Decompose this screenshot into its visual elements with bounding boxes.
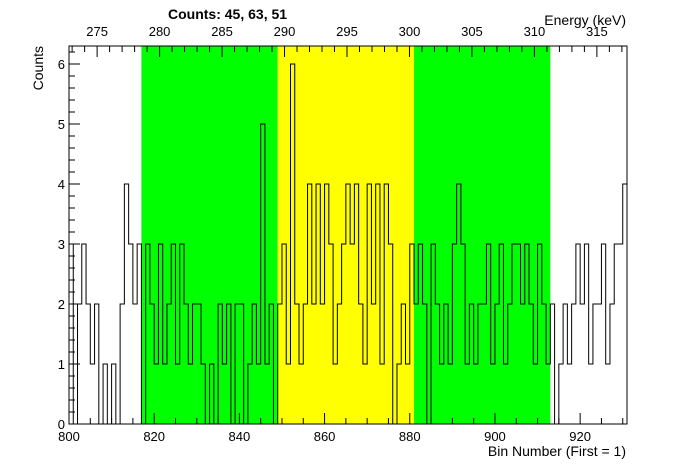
energy-tick-label: 280 (149, 24, 171, 39)
energy-tick-label: 300 (399, 24, 421, 39)
x-tick-label: 800 (58, 429, 80, 444)
energy-tick-label: 310 (524, 24, 546, 39)
x-tick-label: 920 (569, 429, 591, 444)
y-tick-label: 6 (58, 57, 65, 72)
energy-tick-label: 305 (461, 24, 483, 39)
x-tick-label: 840 (229, 429, 251, 444)
histogram-line (69, 63, 627, 425)
energy-tick-label: 275 (86, 24, 108, 39)
energy-tick-label: 315 (586, 24, 608, 39)
plot-frame (68, 45, 628, 425)
region-counts-label: Counts: 45, 63, 51 (168, 6, 287, 22)
histogram-layer (69, 63, 627, 425)
y-tick-label: 1 (58, 357, 65, 372)
energy-tick-label: 290 (274, 24, 296, 39)
y-tick-label: 0 (58, 417, 65, 432)
x-tick-label: 820 (143, 429, 165, 444)
energy-tick-label: 295 (336, 24, 358, 39)
y-tick-label: 2 (58, 297, 65, 312)
region-background-left (141, 46, 278, 424)
energy-tick-label: 285 (211, 24, 233, 39)
y-axis-title: Counts (30, 46, 46, 90)
axes-layer: 800 820 840 860 880 900 920 0 1 2 3 4 5 6 275 280 285 290… (58, 24, 628, 444)
y-tick-label: 5 (58, 117, 65, 132)
y-tick-label: 4 (58, 177, 65, 192)
region-background-right (414, 46, 551, 424)
x-axis-title: Bin Number (First = 1) (488, 443, 626, 459)
x-tick-label: 860 (314, 429, 336, 444)
y-tick-label: 3 (58, 237, 65, 252)
x-tick-label: 900 (484, 429, 506, 444)
energy-axis-title: Energy (keV) (544, 12, 626, 28)
x-tick-label: 880 (399, 429, 421, 444)
